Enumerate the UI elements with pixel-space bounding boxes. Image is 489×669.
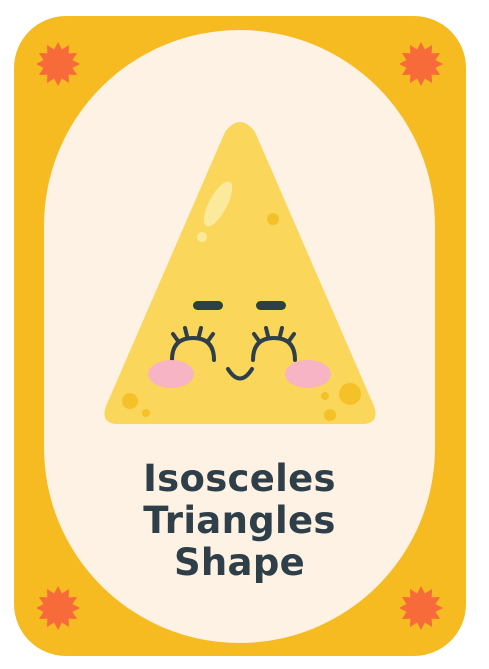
- starburst-icon: [36, 42, 80, 86]
- spot: [324, 409, 336, 421]
- smiling-triangle-character: [104, 122, 376, 424]
- right-eye: [251, 326, 297, 362]
- caption-line-3: Shape: [173, 541, 306, 584]
- spot: [122, 393, 138, 409]
- caption-line-2: Triangles: [143, 499, 336, 542]
- spot: [339, 383, 361, 405]
- smile: [226, 367, 254, 381]
- left-cheek: [148, 360, 194, 388]
- caption-line-1: Isosceles: [143, 457, 336, 500]
- spot: [321, 392, 329, 400]
- right-eyebrow: [256, 301, 286, 310]
- right-cheek: [285, 360, 331, 388]
- spot: [267, 213, 279, 225]
- left-eyebrow: [193, 301, 223, 310]
- starburst-icon: [36, 586, 80, 630]
- starburst-icon: [399, 42, 443, 86]
- card-caption: Isosceles Triangles Shape: [44, 458, 435, 584]
- triangle-highlight-dot: [197, 232, 207, 242]
- spot: [142, 409, 150, 417]
- left-eye: [170, 326, 216, 362]
- triangle-highlight: [203, 181, 233, 227]
- starburst-icon: [399, 586, 443, 630]
